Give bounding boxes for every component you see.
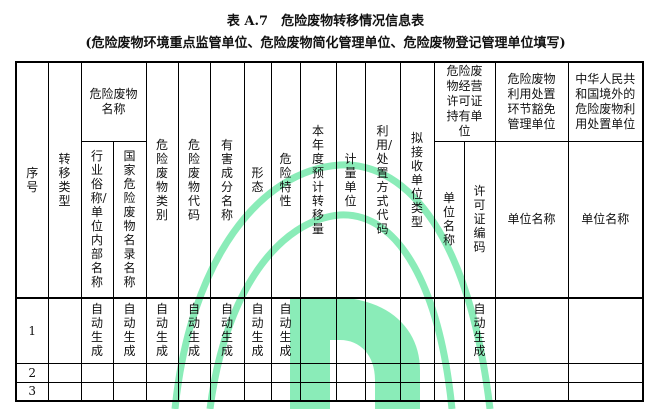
cell	[494, 297, 569, 364]
row-seq: 1	[15, 297, 49, 364]
header-category: 危险废物类别	[145, 61, 179, 299]
cell-auto: 自动生成	[463, 297, 496, 364]
cell-auto: 自动生成	[112, 297, 147, 364]
cell	[399, 297, 435, 364]
cell-auto: 自动生成	[270, 297, 301, 364]
header-license-holder: 危险废物经营许可证持有单位	[433, 61, 496, 142]
transfer-info-table: 序号 转移类型 危险废物名称 危险废物类别 危险废物代码 有害成分名称 形态 危…	[15, 61, 644, 402]
header-industry-name: 行业俗称/单位内部名称	[80, 140, 114, 299]
cell-auto: 自动生成	[243, 297, 272, 364]
cell	[299, 297, 337, 364]
subheader-row: 行业俗称/单位内部名称 国家危险废物名录名称 单位名称 许可证编码 单位名称 单…	[16, 140, 644, 299]
header-overseas-name: 单位名称	[567, 140, 644, 299]
header-transfer-type: 转移类型	[47, 61, 82, 299]
header-planned-amount: 本年度预计转移量	[299, 61, 337, 299]
table-subtitle: (危险废物环境重点监管单位、危险废物简化管理单位、危险废物登记管理单位填写)	[85, 36, 566, 51]
cell-auto: 自动生成	[145, 297, 179, 364]
cell	[567, 297, 644, 364]
table-row: 2	[15, 362, 644, 383]
header-unit: 计量单位	[335, 61, 366, 299]
header-hazard: 危险特性	[270, 61, 301, 299]
table-title: 表 A.7 危险废物转移情况信息表	[226, 14, 425, 29]
header-overseas: 中华人民共和国境外的危险废物利用处置单位	[567, 61, 644, 142]
header-form: 形态	[243, 61, 272, 299]
row-seq: 2	[15, 362, 49, 383]
header-receiver-type: 拟接收单位类型	[399, 61, 435, 299]
cell	[47, 297, 82, 364]
row-seq: 3	[15, 381, 49, 402]
table-row: 1 自动生成 自动生成 自动生成 自动生成 自动生成 自动生成 自动生成 自动生…	[15, 297, 644, 364]
header-exempt-name: 单位名称	[494, 140, 569, 299]
cell-auto: 自动生成	[209, 297, 245, 364]
header-code: 危险废物代码	[177, 61, 211, 299]
header-unit-name: 单位名称	[433, 140, 465, 299]
header-row: 序号 转移类型 危险废物名称 危险废物类别 危险废物代码 有害成分名称 形态 危…	[15, 61, 644, 299]
header-national-name: 国家危险废物名录名称	[112, 140, 147, 299]
header-disposal-code: 利用/处置方式代码	[364, 61, 401, 299]
header-harmful: 有害成分名称	[209, 61, 245, 299]
cell	[364, 297, 401, 364]
cell-auto: 自动生成	[80, 297, 114, 364]
header-exempt: 危险废物利用处置环节豁免管理单位	[494, 61, 569, 142]
cell-auto: 自动生成	[177, 297, 211, 364]
cell	[433, 297, 465, 364]
header-seq: 序号	[15, 61, 49, 299]
cell	[335, 297, 366, 364]
header-waste-name: 危险废物名称	[80, 61, 147, 142]
header-license-no: 许可证编码	[463, 140, 496, 299]
table-row: 3	[15, 381, 644, 402]
